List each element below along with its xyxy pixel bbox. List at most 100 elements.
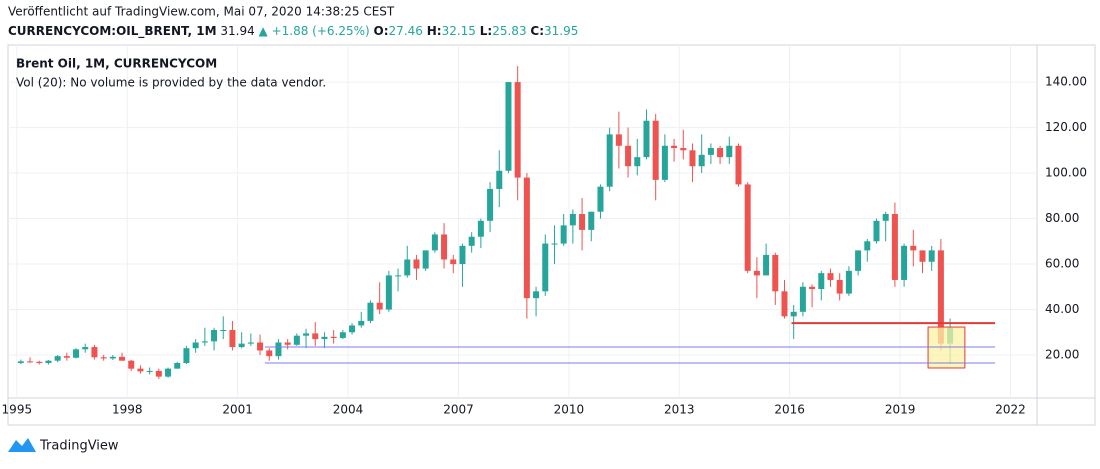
x-tick-label: 2016 <box>774 403 805 417</box>
candle-body <box>201 341 208 343</box>
candle-body <box>339 332 346 338</box>
candle-body <box>257 342 264 351</box>
candle-body <box>220 329 227 331</box>
candle-body <box>652 120 659 180</box>
candle-body <box>496 170 503 189</box>
candle-body <box>753 270 760 276</box>
candle-body <box>560 225 567 244</box>
published: Veröffentlicht auf TradingView.com, Mai … <box>8 5 395 19</box>
candle-body <box>845 270 852 294</box>
candle-body <box>330 336 337 338</box>
candle-body <box>477 220 484 237</box>
candle-body <box>542 243 549 292</box>
y-tick-label: 40.00 <box>1045 302 1079 316</box>
candle-body <box>349 325 356 333</box>
x-tick-label: 2004 <box>333 403 364 417</box>
candle-body <box>928 250 935 262</box>
candle-body <box>551 243 558 245</box>
candle-body <box>358 320 365 326</box>
legend-volume: Vol (20): No volume is provided by the d… <box>16 76 326 90</box>
candle-body <box>514 82 521 178</box>
candle-body <box>312 333 319 340</box>
y-tick-label: 120.00 <box>1045 120 1087 134</box>
y-tick-label: 20.00 <box>1045 348 1079 362</box>
candle-body <box>404 259 411 276</box>
candle-body <box>744 184 751 271</box>
candle-body <box>17 361 24 363</box>
candle-body <box>413 259 420 269</box>
candle-body <box>717 148 724 158</box>
candle-body <box>533 291 540 299</box>
candle-body <box>615 134 622 146</box>
candle-body <box>569 213 576 226</box>
candle-body <box>459 245 466 265</box>
candle-body <box>634 157 641 167</box>
candle-body <box>818 273 825 290</box>
candle-body <box>367 302 374 321</box>
candle-body <box>864 241 871 251</box>
candle-body <box>671 145 678 149</box>
candle-body <box>468 236 475 246</box>
candle-body <box>385 275 392 310</box>
candle-body <box>54 356 61 361</box>
candle-body <box>799 286 806 312</box>
o-label: O: <box>374 24 389 38</box>
candle-body <box>855 250 862 271</box>
candle-body <box>275 342 282 357</box>
candle-body <box>155 370 162 377</box>
candle-body <box>901 245 908 280</box>
candle-body <box>45 360 52 363</box>
candle-body <box>36 361 43 363</box>
x-tick-label: 2001 <box>222 403 253 417</box>
candle-body <box>735 145 742 185</box>
legend-title: Brent Oil, 1M, CURRENCYCOM <box>16 57 217 71</box>
candle-body <box>772 254 779 292</box>
last: 31.94 <box>220 24 254 38</box>
candle-body <box>827 273 834 280</box>
candle-body <box>487 188 494 221</box>
high: 32.15 <box>442 24 476 38</box>
candle-body <box>73 349 80 358</box>
candle-body <box>579 213 586 230</box>
candle-body <box>146 370 153 372</box>
candle-body <box>698 154 705 167</box>
h-label: H: <box>427 24 442 38</box>
candle-body <box>689 150 696 167</box>
candle-body <box>100 357 107 359</box>
x-tick-label: 2010 <box>554 403 585 417</box>
candle-body <box>174 362 181 369</box>
open: 27.46 <box>389 24 423 38</box>
l-label: L: <box>480 24 492 38</box>
candle-body <box>606 134 613 187</box>
candle-body <box>321 336 328 340</box>
candle-body <box>109 356 116 359</box>
x-tick-label: 1998 <box>112 403 143 417</box>
candle-body <box>137 368 144 372</box>
candle-body <box>707 148 714 155</box>
change: ▲ +1.88 (+6.25%) <box>259 24 370 38</box>
candle-body <box>63 356 70 358</box>
candle-body <box>422 250 429 269</box>
x-tick-label: 2022 <box>995 403 1026 417</box>
candle-body <box>937 250 944 344</box>
close: 31.95 <box>544 24 578 38</box>
candle-body <box>165 368 172 377</box>
candle-body <box>119 356 126 361</box>
pane-border <box>7 44 1096 426</box>
x-tick-label: 2007 <box>443 403 474 417</box>
candle-body <box>910 245 917 251</box>
candle-body <box>505 82 512 171</box>
y-tick-label: 140.00 <box>1045 75 1087 89</box>
candle-body <box>891 213 898 280</box>
candle-body <box>836 279 843 294</box>
candle-body <box>128 360 135 369</box>
candle-body <box>726 145 733 158</box>
brand: TradingView <box>39 439 119 454</box>
candle-body <box>781 291 788 317</box>
candle-body <box>597 186 604 212</box>
candle-body <box>450 259 457 265</box>
candle-body <box>643 120 650 158</box>
candle-body <box>680 148 687 151</box>
candle-body <box>395 275 402 277</box>
